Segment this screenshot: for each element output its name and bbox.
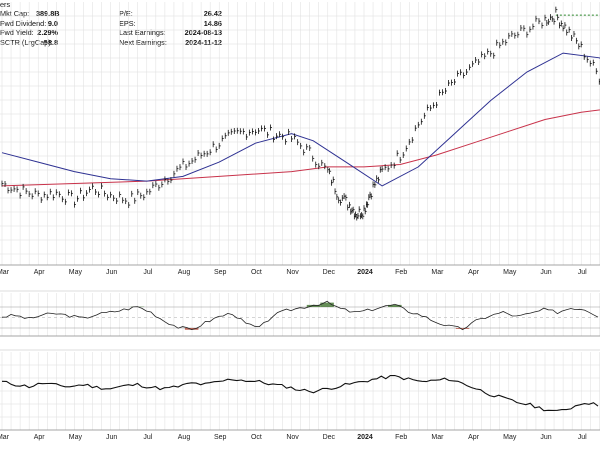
- fundamental-row: Last Earnings: 2024-08-13: [119, 28, 222, 38]
- x-tick-label: 2024: [357, 434, 373, 441]
- x-tick-label: Feb: [395, 434, 407, 441]
- relative-strength-panel[interactable]: [1, 374, 599, 412]
- x-tick-label: May: [503, 269, 517, 276]
- x-tick-label: 2024: [357, 269, 373, 276]
- x-tick-label: Oct: [251, 434, 262, 441]
- fundamental-label: Fwd Yield:: [0, 28, 34, 38]
- fundamentals-left-panel: Mkt Cap: 389.8B Fwd Dividend: 9.0 Fwd Yiel…: [0, 9, 60, 48]
- fundamental-label: Last Earnings:: [119, 28, 166, 38]
- fundamental-value: 2024-11-12: [185, 37, 222, 47]
- fundamental-row: Fwd Yield: 2.29%: [0, 28, 58, 38]
- oscillator-line: [1, 300, 599, 331]
- x-tick-label: Jul: [143, 434, 152, 441]
- x-tick-label: Jun: [540, 269, 551, 276]
- x-tick-label: Nov: [286, 434, 299, 441]
- x-tick-label: Jun: [540, 434, 551, 441]
- fundamentals-right-panel: P/E: 26.42 EPS: 14.86 Last Earnings: 2024-0…: [119, 9, 222, 47]
- x-axis-labels: Mar Mar Apr Apr May May Jun Jun Jul Jul Aug Aug Sep S…: [0, 269, 587, 441]
- oscillator-overbought-fill: [320, 302, 334, 307]
- x-tick-label: May: [69, 434, 83, 441]
- fundamental-value: 389.8B: [36, 9, 60, 18]
- oscillator-oversold-fill: [184, 328, 199, 330]
- x-tick-label: Apr: [468, 434, 480, 441]
- x-tick-label: Jul: [143, 269, 152, 276]
- x-tick-label: Apr: [468, 269, 480, 276]
- fundamental-value: 14.86: [203, 18, 222, 28]
- fundamental-label: EPS:: [119, 18, 136, 28]
- chart-gridlines: [0, 2, 600, 430]
- oscillator-oversold-fill: [455, 328, 470, 329]
- chart-header-fragment: ers: [0, 0, 11, 9]
- x-tick-label: Jul: [578, 269, 587, 276]
- x-tick-label: Dec: [323, 269, 336, 276]
- sma-short-line: [1, 52, 600, 187]
- fundamental-label: Fwd Dividend:: [0, 18, 47, 28]
- fundamental-value: 2024-08-13: [184, 28, 222, 38]
- x-tick-label: Mar: [431, 269, 444, 276]
- fundamental-row: EPS: 14.86: [119, 19, 222, 29]
- x-tick-label: Aug: [178, 269, 191, 276]
- x-tick-label: Jul: [578, 434, 587, 441]
- x-tick-label: Sep: [214, 434, 227, 441]
- x-tick-label: Apr: [34, 269, 46, 276]
- fundamental-label: P/E:: [119, 9, 133, 18]
- x-tick-label: May: [69, 269, 83, 276]
- fundamental-row: Next Earnings: 2024-11-12: [119, 38, 222, 48]
- x-tick-label: May: [503, 434, 517, 441]
- x-tick-label: Feb: [395, 269, 407, 276]
- x-tick-label: Mar: [0, 434, 10, 441]
- x-tick-label: Dec: [323, 434, 336, 441]
- fundamental-label: SCTR (LrgCap):: [0, 37, 53, 47]
- fundamental-label: Mkt Cap:: [0, 9, 30, 18]
- x-tick-label: Oct: [251, 269, 262, 276]
- x-tick-label: Aug: [178, 434, 191, 441]
- oscillator-overbought-fill: [388, 304, 402, 307]
- oscillator-overbought-fill: [306, 304, 321, 307]
- x-tick-label: Jun: [106, 434, 117, 441]
- fundamental-value: 2.29%: [37, 28, 58, 38]
- x-tick-label: Jun: [106, 269, 117, 276]
- sma-long-line: [1, 109, 600, 187]
- price-panel[interactable]: [1, 6, 600, 221]
- x-tick-label: Mar: [431, 434, 444, 441]
- oscillator-panel[interactable]: [0, 300, 600, 331]
- x-tick-label: Apr: [34, 434, 46, 441]
- relative-strength-line: [1, 374, 599, 412]
- fundamental-row: Fwd Dividend: 9.0: [0, 19, 58, 29]
- x-tick-label: Mar: [0, 269, 10, 276]
- fundamental-value: 9.0: [47, 18, 58, 28]
- fundamental-label: Next Earnings:: [119, 37, 167, 47]
- x-tick-label: Nov: [286, 269, 299, 276]
- chart-panel-frames: [0, 264, 600, 431]
- fundamental-row: SCTR (LrgCap):58.8: [0, 38, 58, 48]
- fundamental-value: 26.42: [203, 9, 222, 18]
- fundamental-row: Mkt Cap: 389.8B: [0, 9, 60, 19]
- x-tick-label: Sep: [214, 269, 227, 276]
- fundamental-value: 58.8: [43, 37, 58, 47]
- fundamental-row: P/E: 26.42: [119, 9, 222, 19]
